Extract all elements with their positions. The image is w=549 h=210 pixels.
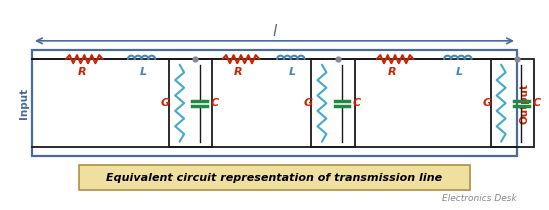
Text: C: C	[532, 98, 540, 108]
Text: Output: Output	[520, 83, 530, 124]
Text: L: L	[456, 67, 463, 77]
Text: R: R	[234, 67, 243, 77]
Text: L: L	[139, 67, 147, 77]
Text: R: R	[77, 67, 86, 77]
Bar	[311, 59, 355, 147]
Text: Equivalent circuit representation of transmission line: Equivalent circuit representation of tra…	[107, 173, 442, 183]
Text: Input: Input	[19, 88, 29, 119]
Text: Electronics Desk: Electronics Desk	[442, 194, 517, 203]
Text: l: l	[272, 24, 277, 39]
Text: R: R	[388, 67, 397, 77]
Text: C: C	[211, 98, 219, 108]
Bar	[32, 50, 517, 156]
Text: G: G	[483, 98, 492, 108]
Text: G: G	[303, 98, 312, 108]
Bar	[491, 59, 534, 147]
Bar	[169, 59, 212, 147]
Text: L: L	[289, 67, 296, 77]
FancyBboxPatch shape	[79, 165, 470, 190]
Text: C: C	[353, 98, 361, 108]
Text: G: G	[161, 98, 170, 108]
